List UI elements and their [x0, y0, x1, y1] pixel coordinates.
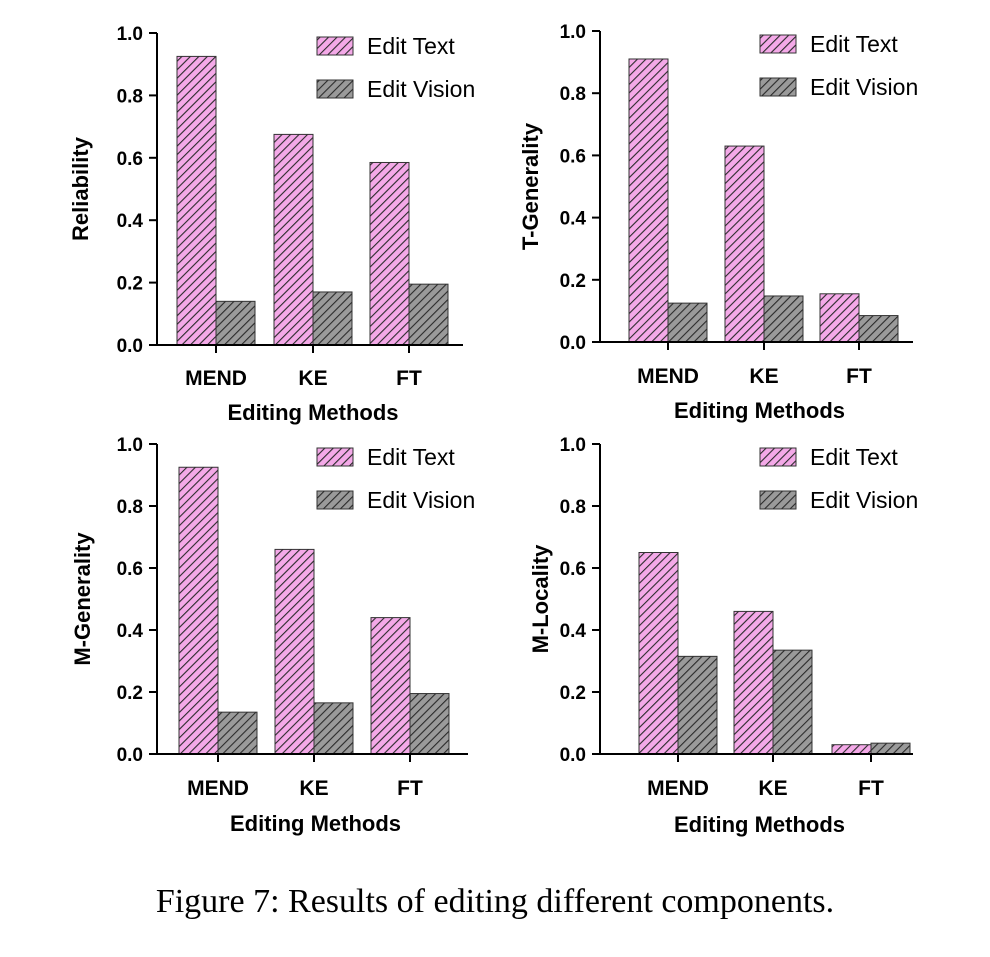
category-label-mend: MEND: [647, 777, 709, 800]
y-tick-label: 0.2: [560, 271, 586, 292]
y-tick-label: 0.2: [560, 683, 586, 704]
bar-ke-edit-vision: [312, 291, 353, 346]
x-axis-title: Editing Methods: [674, 398, 845, 423]
y-tick-label: 0.0: [117, 745, 143, 766]
category-label-ke: KE: [758, 777, 787, 800]
x-axis-title: Editing Methods: [227, 400, 398, 425]
y-tick-label: 0.2: [117, 683, 143, 704]
y-axis-title: T-Generality: [518, 122, 543, 250]
legend-swatch-edit-text: [759, 447, 797, 467]
legend-label-edit-vision: Edit Vision: [367, 76, 475, 102]
x-axis-title: Editing Methods: [674, 812, 845, 837]
bar-ft-edit-vision: [858, 315, 899, 343]
y-axis-title: M-Generality: [70, 532, 95, 666]
bar-ke-edit-text: [724, 145, 765, 343]
bar-mend-edit-text: [638, 552, 679, 755]
category-label-mend: MEND: [637, 365, 699, 388]
category-label-ft: FT: [846, 365, 872, 388]
bar-ft-edit-vision: [870, 742, 911, 755]
legend-swatch-edit-text: [316, 36, 354, 56]
legend-swatch-edit-vision: [316, 490, 354, 510]
bar-ft-edit-text: [369, 161, 410, 346]
bar-ke-edit-text: [733, 610, 774, 755]
legend-label-edit-text: Edit Text: [810, 31, 898, 57]
y-tick-label: 0.6: [560, 559, 586, 580]
bar-mend-edit-text: [176, 55, 217, 346]
bar-ft-edit-text: [819, 293, 860, 343]
bar-mend-edit-vision: [677, 655, 718, 755]
y-tick-label: 0.0: [560, 745, 586, 766]
category-label-ft: FT: [858, 777, 884, 800]
chart-panel-3: 0.0 0.2 0.4 0.6 0.8 1.0 MEND KE FT Editing Method…: [70, 435, 475, 836]
legend-swatch-edit-text: [759, 34, 797, 54]
category-label-mend: MEND: [187, 777, 249, 800]
bar-ft-edit-text: [370, 617, 411, 755]
y-tick-label: 0.6: [560, 146, 586, 167]
category-label-ke: KE: [749, 365, 778, 388]
y-axis-title: Reliability: [68, 136, 93, 241]
category-label-mend: MEND: [185, 367, 247, 390]
y-tick-label: 0.4: [117, 211, 144, 232]
x-axis-title: Editing Methods: [230, 811, 401, 836]
y-tick-label: 0.4: [560, 621, 587, 642]
y-tick-label: 1.0: [560, 22, 586, 43]
y-tick-label: 0.4: [560, 209, 587, 230]
legend-swatch-edit-vision: [759, 77, 797, 97]
legend-label-edit-text: Edit Text: [367, 444, 455, 470]
legend-swatch-edit-vision: [316, 79, 354, 99]
y-tick-label: 0.8: [117, 497, 143, 518]
y-tick-label: 0.8: [560, 497, 586, 518]
y-tick-label: 0.6: [117, 559, 143, 580]
y-tick-label: 1.0: [560, 435, 586, 456]
bar-ke-edit-vision: [763, 295, 804, 343]
bar-ft-edit-vision: [408, 283, 449, 346]
legend-swatch-edit-vision: [759, 490, 797, 510]
bar-ke-edit-text: [273, 133, 314, 346]
bar-mend-edit-vision: [215, 300, 256, 346]
y-tick-label: 0.4: [117, 621, 144, 642]
y-tick-label: 0.0: [560, 333, 586, 354]
y-tick-label: 1.0: [117, 435, 143, 456]
chart-panel-1: 0.0 0.2 0.4 0.6 0.8 1.0 MEND KE FT Editing Method…: [68, 24, 475, 425]
bar-ke-edit-text: [274, 548, 315, 755]
legend-label-edit-vision: Edit Vision: [810, 74, 918, 100]
figure-caption: Figure 7: Results of editing different c…: [155, 883, 835, 920]
category-label-ft: FT: [397, 777, 423, 800]
y-tick-label: 0.8: [560, 84, 586, 105]
bar-ft-edit-text: [831, 744, 872, 755]
legend-label-edit-text: Edit Text: [367, 33, 455, 59]
bar-mend-edit-text: [178, 466, 219, 755]
legend-label-edit-vision: Edit Vision: [367, 487, 475, 513]
bar-mend-edit-vision: [217, 711, 258, 755]
bar-ke-edit-vision: [772, 649, 813, 755]
y-tick-label: 1.0: [117, 24, 143, 45]
bar-mend-edit-text: [628, 58, 669, 343]
legend-label-edit-vision: Edit Vision: [810, 487, 918, 513]
y-tick-label: 0.0: [117, 336, 143, 357]
chart-panel-4: 0.0 0.2 0.4 0.6 0.8 1.0 MEND KE FT Editing Method…: [528, 435, 918, 837]
bar-ft-edit-vision: [409, 693, 450, 755]
legend-swatch-edit-text: [316, 447, 354, 467]
y-tick-label: 0.6: [117, 149, 143, 170]
y-tick-label: 0.8: [117, 86, 143, 107]
y-tick-label: 0.2: [117, 274, 143, 295]
bar-mend-edit-vision: [667, 302, 708, 343]
category-label-ft: FT: [396, 367, 422, 390]
category-label-ke: KE: [298, 367, 327, 390]
legend-label-edit-text: Edit Text: [810, 444, 898, 470]
category-label-ke: KE: [299, 777, 328, 800]
y-axis-title: M-Locality: [528, 544, 553, 654]
bar-ke-edit-vision: [313, 702, 354, 755]
